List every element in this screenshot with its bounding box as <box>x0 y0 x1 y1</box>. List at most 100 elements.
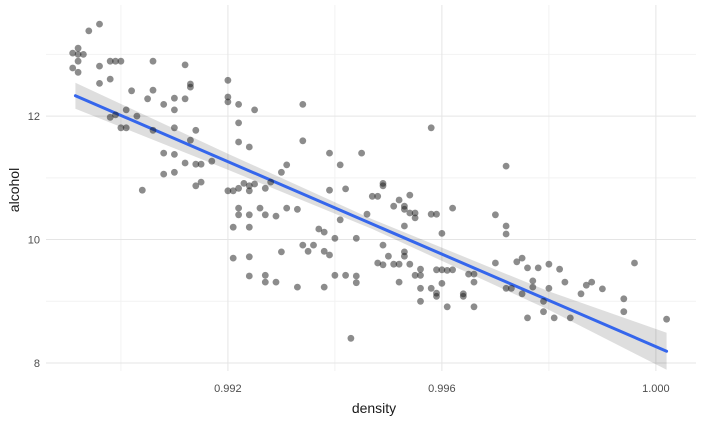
data-point <box>368 192 376 200</box>
data-point <box>449 266 456 274</box>
data-point <box>401 222 408 230</box>
data-point <box>181 95 189 103</box>
data-point <box>620 308 628 316</box>
data-point <box>395 260 403 268</box>
data-point <box>181 159 189 167</box>
data-point <box>599 285 606 293</box>
data-point <box>117 124 125 132</box>
data-point <box>245 223 253 231</box>
data-point <box>518 254 526 262</box>
data-point <box>411 214 419 222</box>
data-point <box>112 111 119 119</box>
data-point <box>588 278 596 286</box>
data-point <box>417 284 424 292</box>
y-axis-title: alcohol <box>6 167 22 213</box>
x-tick-label: 1.000 <box>642 383 670 395</box>
data-point <box>385 252 392 260</box>
data-point <box>443 303 451 311</box>
data-point <box>363 210 371 218</box>
data-point <box>112 57 119 65</box>
x-axis-title: density <box>351 400 397 416</box>
y-tick-label: 10 <box>28 235 40 247</box>
x-tick-label: 0.996 <box>428 383 456 395</box>
data-point <box>192 126 200 134</box>
data-point <box>229 223 237 231</box>
data-point <box>106 113 114 121</box>
data-point <box>278 248 285 256</box>
data-point <box>96 80 103 87</box>
data-point <box>352 234 360 242</box>
data-point <box>261 184 269 192</box>
data-point <box>390 202 398 210</box>
data-point <box>122 124 130 132</box>
data-point <box>160 170 168 178</box>
data-point <box>529 277 537 285</box>
data-point <box>106 57 114 65</box>
data-point <box>379 182 387 190</box>
data-point <box>187 136 194 144</box>
data-point <box>245 253 253 261</box>
data-point <box>74 51 82 58</box>
data-point <box>470 270 478 278</box>
data-point <box>74 44 82 52</box>
data-point <box>299 137 307 145</box>
data-point <box>245 211 253 219</box>
data-point <box>502 230 510 238</box>
data-point <box>117 57 125 65</box>
data-point <box>336 216 344 224</box>
data-point <box>502 162 510 170</box>
data-point <box>235 138 243 146</box>
data-point <box>524 264 531 272</box>
regression-line <box>73 94 669 353</box>
data-point <box>320 283 328 291</box>
data-point <box>245 272 253 280</box>
data-point <box>492 259 499 267</box>
data-point <box>261 278 269 286</box>
data-point <box>492 211 499 219</box>
data-point <box>171 168 178 176</box>
data-point <box>192 160 200 168</box>
confidence-band <box>75 82 667 370</box>
data-point <box>235 101 243 108</box>
data-point <box>224 98 232 106</box>
data-point <box>401 252 408 260</box>
data-point <box>294 283 301 291</box>
data-point <box>224 76 232 84</box>
data-point <box>438 280 446 287</box>
data-point <box>470 278 478 286</box>
data-point <box>310 241 317 249</box>
data-point <box>326 186 333 194</box>
data-point <box>208 157 216 165</box>
data-point <box>261 271 269 279</box>
data-point <box>133 112 141 120</box>
data-point <box>235 184 243 192</box>
data-point <box>80 51 87 58</box>
data-point <box>69 64 77 72</box>
data-point <box>229 254 237 262</box>
data-point <box>347 334 355 342</box>
data-point <box>401 205 408 213</box>
data-point <box>261 211 269 219</box>
data-point <box>74 68 82 76</box>
data-point <box>224 187 232 195</box>
data-point <box>171 94 178 102</box>
x-tick-label: 0.992 <box>214 383 242 395</box>
data-point <box>417 265 424 273</box>
data-point <box>197 160 205 168</box>
data-point <box>374 259 382 267</box>
data-point <box>342 185 349 193</box>
data-point <box>235 119 243 127</box>
data-point <box>417 297 424 305</box>
data-point <box>149 86 157 94</box>
data-point <box>358 149 365 157</box>
data-point <box>181 61 189 69</box>
data-point <box>331 271 339 279</box>
data-point <box>331 234 339 242</box>
data-point <box>502 222 510 230</box>
data-point <box>433 266 440 274</box>
data-point <box>85 27 93 35</box>
data-point <box>299 241 307 249</box>
data-point <box>352 272 360 280</box>
data-point <box>433 210 440 218</box>
data-point <box>187 83 194 91</box>
